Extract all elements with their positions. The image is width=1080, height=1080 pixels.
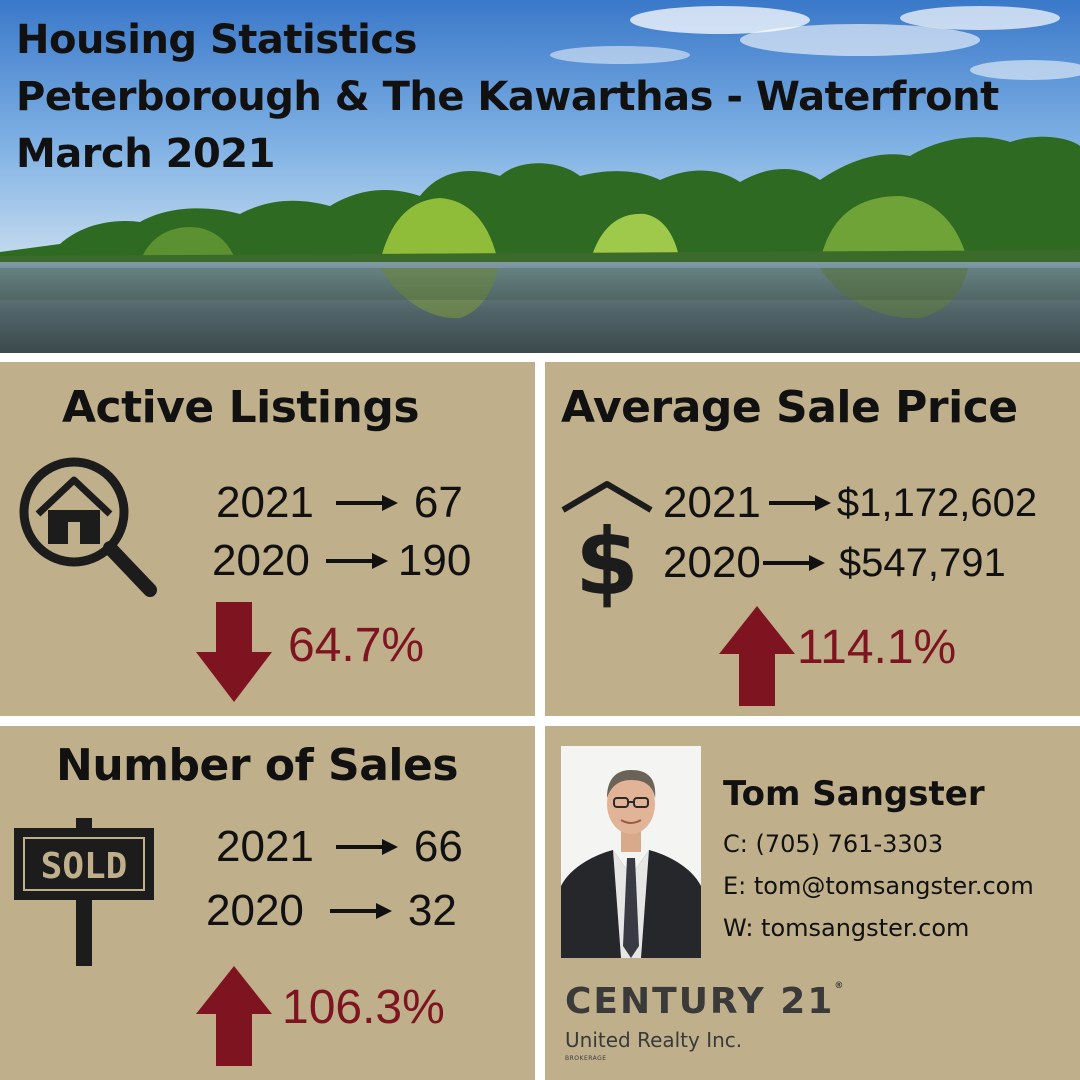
year-label: 2020 [206,886,304,935]
active-listings-title: Active Listings [62,382,420,433]
price-change-percent: 114.1% [797,621,957,674]
title-line-1: Housing Statistics [16,17,417,63]
arrow-up-icon [196,966,272,1066]
price-row-2021: 2021 $1,172,602 [663,478,1037,528]
svg-text:$: $ [575,509,639,608]
agent-contact-panel: Tom Sangster C: (705) 761-3303 E: tom@to… [545,726,1080,1080]
title-line-3: March 2021 [16,131,275,177]
year-label: 2021 [663,478,761,527]
sold-sign-text: SOLD [41,846,128,887]
page-title: Housing Statistics Peterborough & The Ka… [16,12,999,183]
agent-email: E: tom@tomsangster.com [723,872,1034,900]
active-row-2020: 2020 190 [212,536,471,586]
brand-tag: BROKERAGE [565,1055,607,1062]
price-value-2021: $1,172,602 [836,480,1038,525]
arrow-right-icon [335,839,398,855]
year-label: 2020 [212,536,310,585]
active-row-2021: 2021 67 [216,478,463,528]
active-change-percent: 64.7% [288,619,425,672]
agent-photo [561,746,701,958]
agent-portrait-image [561,746,701,958]
active-listings-panel: Active Listings 2021 67 2020 190 [0,362,535,716]
agent-website: W: tomsangster.com [723,914,970,942]
brand-office: United Realty Inc. [565,1028,743,1052]
lake-landscape-image [0,0,1080,353]
sales-change-percent: 106.3% [282,981,445,1034]
number-of-sales-title: Number of Sales [56,740,459,791]
brand-name: CENTURY 21 [565,981,835,1022]
title-line-2: Peterborough & The Kawarthas - Waterfron… [16,74,999,120]
price-row-2020: 2020 $547,791 [663,538,1006,588]
arrow-down-icon [196,602,272,702]
price-value-2020: $547,791 [838,540,1006,585]
sales-row-2021: 2021 66 [216,822,463,872]
sales-value-2021: 66 [413,822,463,871]
average-price-title: Average Sale Price [561,382,1018,433]
arrow-right-icon [325,553,388,569]
sales-row-2020: 2020 32 [206,886,457,936]
house-magnifier-icon [19,457,157,597]
sales-value-2020: 32 [407,886,457,935]
arrow-right-icon [762,555,825,571]
arrow-right-icon [768,495,831,511]
sold-sign-icon: SOLD [14,818,154,966]
century21-logo: CENTURY 21® [565,981,843,1022]
active-value-2021: 67 [413,478,463,527]
dollar-house-icon: $ [561,481,653,608]
registered-mark: ® [834,981,844,991]
year-label: 2020 [663,538,761,587]
arrow-right-icon [335,495,398,511]
agent-cell-phone: C: (705) 761-3303 [723,830,944,858]
agent-name: Tom Sangster [723,774,985,814]
year-label: 2021 [216,822,314,871]
average-sale-price-panel: Average Sale Price $ 2021 $1,172,602 202… [545,362,1080,716]
arrow-right-icon [329,903,392,919]
arrow-up-icon [719,606,795,706]
hero-banner: Housing Statistics Peterborough & The Ka… [0,0,1080,353]
year-label: 2021 [216,478,314,527]
number-of-sales-panel: Number of Sales SOLD 2021 66 2020 32 [0,726,535,1080]
active-value-2020: 190 [397,536,472,585]
